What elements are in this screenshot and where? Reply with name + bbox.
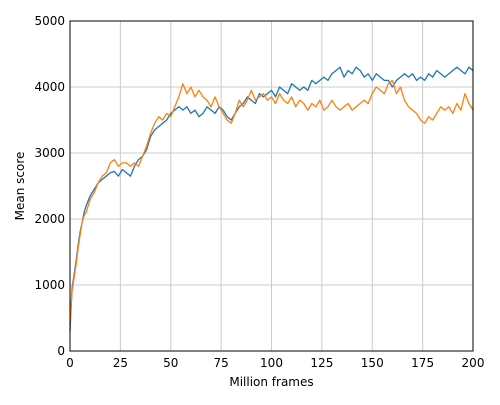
x-tick-label: 150: [361, 356, 384, 370]
y-tick-label: 4000: [34, 80, 65, 94]
y-tick-label: 3000: [34, 146, 65, 160]
x-tick-label: 75: [213, 356, 228, 370]
tick-labels: 0 25 50 75 100 125 150 175 200010002000300040005…: [34, 14, 484, 370]
x-tick-label: 125: [310, 356, 333, 370]
x-tick-label: 175: [411, 356, 434, 370]
x-tick-label: 0: [66, 356, 74, 370]
series-lines: [69, 66, 474, 332]
x-tick-label: 200: [462, 356, 485, 370]
y-tick-label: 2000: [34, 212, 65, 226]
series-line-2: [69, 79, 474, 326]
x-tick-label: 100: [260, 356, 283, 370]
grid-lines: [69, 20, 474, 352]
y-tick-label: 1000: [34, 278, 65, 292]
x-tick-label: 50: [163, 356, 178, 370]
series-line-1: [69, 66, 474, 332]
x-axis-title: Million frames: [229, 375, 313, 389]
y-axis-title: Mean score: [13, 152, 27, 221]
y-tick-label: 0: [57, 344, 65, 358]
y-tick-label: 5000: [34, 14, 65, 28]
x-tick-label: 25: [113, 356, 128, 370]
plot-frame: [69, 20, 474, 352]
